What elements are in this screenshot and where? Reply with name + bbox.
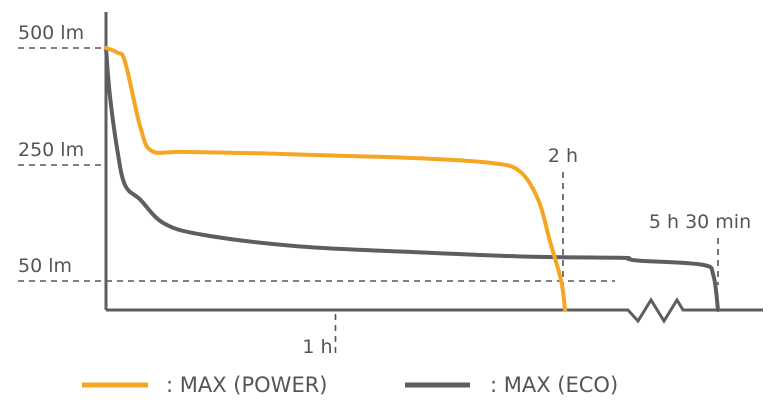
legend: : MAX (POWER) : MAX (ECO): [82, 373, 618, 397]
series-lines: [104, 46, 720, 312]
y-tick-label-250-lm: 250 lm: [18, 139, 84, 161]
series-line-max-power: [104, 46, 567, 312]
legend-label-max-eco: : MAX (ECO): [490, 373, 618, 397]
series-line-max-eco: [104, 46, 720, 312]
x-marker-label-5-h-30-min: 5 h 30 min: [649, 211, 751, 233]
x-marker-label-2-h: 2 h: [548, 145, 578, 167]
legend-label-max-power: : MAX (POWER): [166, 373, 328, 397]
x-marker-label-1-h: 1 h: [302, 336, 332, 358]
y-tick-label-50-lm: 50 lm: [18, 255, 72, 277]
axis-labels: 500 lm 250 lm 50 lm 1 h 2 h 5 h 30 min: [18, 22, 751, 358]
x-axis-with-break: [106, 297, 763, 324]
y-tick-label-500-lm: 500 lm: [18, 22, 84, 44]
axes: [104, 12, 763, 324]
guide-lines: [18, 47, 719, 358]
